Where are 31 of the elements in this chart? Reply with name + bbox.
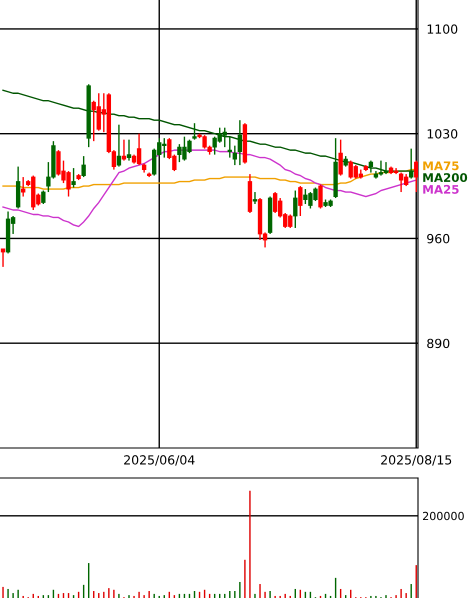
candlestick xyxy=(81,155,86,178)
candlestick xyxy=(192,122,197,140)
candlestick xyxy=(298,185,303,217)
y-tick-label: 1030 xyxy=(428,129,458,139)
y-tick-label: 200000 xyxy=(422,512,464,520)
x-tick-label: 2025/06/04 xyxy=(124,455,195,466)
y-tick-label: 1100 xyxy=(428,24,458,34)
candlestick xyxy=(414,160,418,193)
candlestick xyxy=(122,138,126,162)
candlestick xyxy=(71,167,76,188)
candlestick xyxy=(409,148,414,180)
candlestick xyxy=(238,120,242,166)
candlestick xyxy=(252,191,258,205)
candlestick xyxy=(126,138,132,162)
candlestick xyxy=(41,190,46,205)
candlestick xyxy=(318,184,323,210)
candlestick xyxy=(228,136,232,158)
x-tick-label: 2025/08/15 xyxy=(381,455,452,466)
candlestick xyxy=(293,190,298,229)
y-tick-label: 960 xyxy=(427,234,450,244)
candlestick xyxy=(0,248,6,268)
candlestick xyxy=(116,124,122,168)
series-label: MA75 xyxy=(423,161,459,170)
candlestick xyxy=(344,155,348,168)
series-label: MA25 xyxy=(423,184,459,194)
candlestick xyxy=(232,144,238,166)
candlestick xyxy=(368,160,374,174)
candlestick xyxy=(338,138,343,176)
y-tick-label: 890 xyxy=(427,338,450,348)
candlestick xyxy=(20,176,26,198)
series-label: MA200 xyxy=(423,173,468,182)
